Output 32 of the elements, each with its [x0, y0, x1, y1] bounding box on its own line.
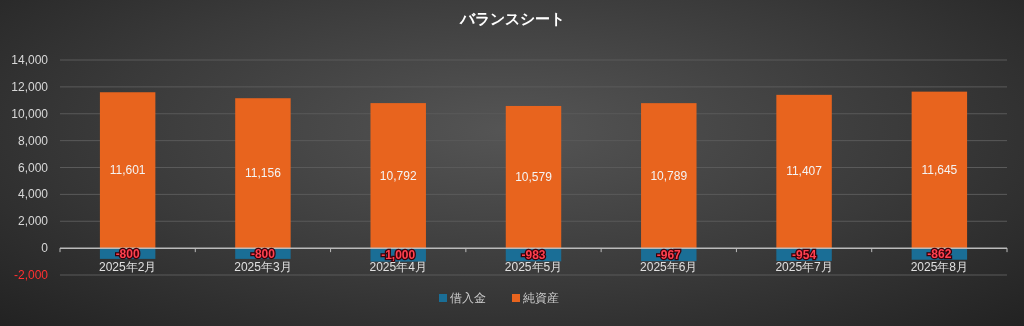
- data-label: -1,000: [381, 247, 416, 262]
- y-tick-label: 12,000: [11, 79, 49, 94]
- x-tick-label: 2025年6月: [640, 260, 698, 275]
- x-tick-label: 2025年3月: [234, 260, 292, 275]
- data-label: -800: [115, 246, 140, 261]
- data-label: -800: [250, 246, 276, 261]
- y-tick-label: -2,000: [13, 268, 49, 282]
- data-label: 10,792: [379, 168, 417, 183]
- chart-title: バランスシート: [458, 10, 565, 27]
- data-label: -983: [521, 247, 546, 262]
- x-tick-label: 2025年8月: [910, 260, 969, 275]
- y-tick-label: 4,000: [17, 187, 49, 202]
- data-label: 11,645: [921, 162, 958, 177]
- y-tick-label: 0: [41, 241, 49, 256]
- data-label: -862: [927, 246, 952, 261]
- y-tick-label: 10,000: [11, 106, 49, 121]
- data-label: 11,407: [786, 164, 823, 179]
- legend-label: 借入金: [450, 291, 486, 305]
- y-tick-label: 8,000: [17, 133, 49, 148]
- data-label: 11,601: [109, 163, 146, 178]
- x-tick-label: 2025年7月: [775, 260, 833, 275]
- x-tick-label: 2025年2月: [98, 260, 157, 275]
- data-label: 10,579: [515, 170, 553, 185]
- legend-label: 純資産: [523, 291, 559, 305]
- data-label: 11,156: [245, 166, 282, 181]
- y-tick-label: 2,000: [17, 214, 49, 229]
- data-label: -954: [792, 247, 817, 262]
- y-tick-label: 14,000: [11, 53, 49, 67]
- y-tick-label: 6,000: [17, 160, 49, 175]
- x-tick-label: 2025年5月: [504, 260, 563, 275]
- data-label: -967: [656, 247, 682, 262]
- data-label: 10,789: [650, 168, 688, 183]
